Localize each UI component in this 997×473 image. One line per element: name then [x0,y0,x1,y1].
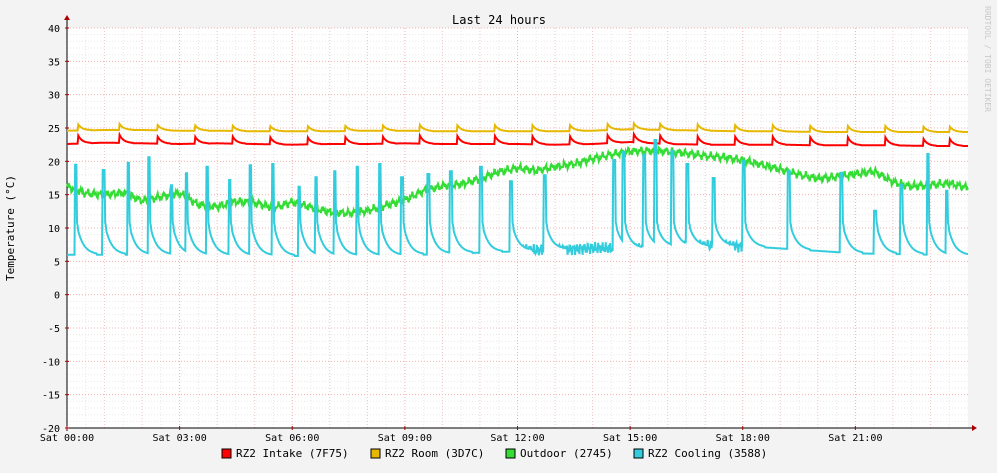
y-tick-label: 35 [48,57,60,68]
series-line-rz2-room [67,120,968,134]
y-tick-label: 10 [48,224,60,235]
y-tick-label: 20 [48,157,60,168]
y-tick-label: -10 [42,357,60,368]
y-tick-label: 0 [54,291,60,302]
watermark: RRDTOOL / TOBI OETIKER [983,6,992,112]
y-axis-label: Temperature (°C) [4,175,17,281]
legend-swatch [505,448,516,459]
y-tick-label: -20 [42,424,60,435]
legend-label: Outdoor (2745) [520,447,613,460]
x-tick-label: Sat 15:00 [603,433,657,444]
legend-label: RZ2 Room (3D7C) [385,447,484,460]
legend-swatch [370,448,381,459]
axes: -20 -15 -10 -5 0 5 10 15 20 25 30 35 40 Sat 00:00 Sat … [40,15,977,444]
x-tick-label: Sat 12:00 [490,433,544,444]
legend-swatch [633,448,644,459]
legend-label: RZ2 Cooling (3588) [648,447,767,460]
series-line-rz2-cooling [67,139,969,257]
x-tick-label: Sat 09:00 [378,433,432,444]
y-tick-label: 30 [48,91,60,102]
y-tick-label: 5 [54,257,60,268]
x-tick-label: Sat 18:00 [716,433,770,444]
y-tick-label: 25 [48,124,60,135]
series-group [66,120,969,257]
x-tick-label: Sat 21:00 [828,433,882,444]
y-tick-label: 15 [48,191,60,202]
x-tick-label: Sat 00:00 [40,433,94,444]
grid [66,27,968,429]
legend-swatch [221,448,232,459]
y-tick-label: -5 [48,324,60,335]
series-line-rz2-intake [67,130,968,147]
legend-label: RZ2 Intake (7F75) [236,447,349,460]
y-axis-arrow [64,15,70,20]
x-tick-label: Sat 03:00 [153,433,207,444]
legend: RZ2 Intake (7F75) RZ2 Room (3D7C) Outdoor … [221,447,767,460]
y-tick-label: -15 [42,391,60,402]
x-axis-arrow [972,425,977,431]
y-tick-label: 40 [48,24,60,35]
series-line-outdoor [66,145,969,219]
chart-title: Last 24 hours [452,13,546,27]
x-tick-label: Sat 06:00 [265,433,319,444]
